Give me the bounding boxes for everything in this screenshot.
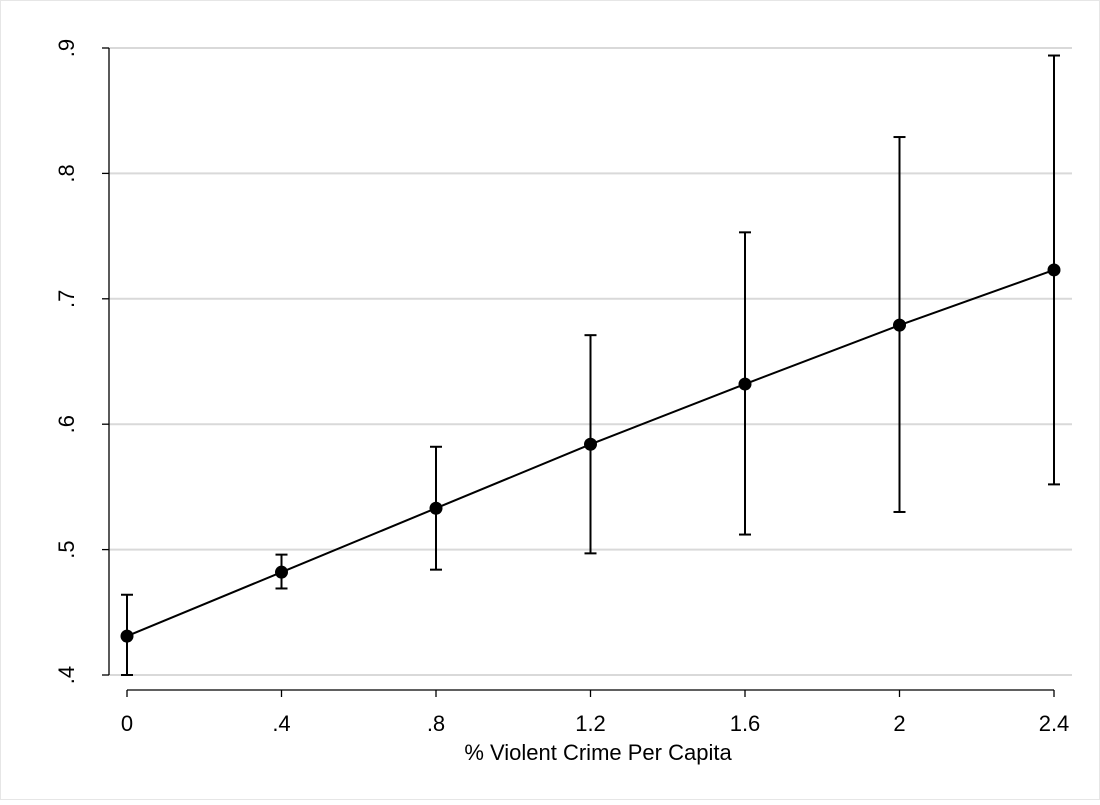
y-tick-label: .9: [54, 39, 79, 57]
data-point: [121, 630, 134, 643]
y-tick-label: .6: [54, 415, 79, 433]
x-tick-label: 1.6: [730, 711, 761, 736]
data-point: [1048, 263, 1061, 276]
x-tick-label: 2.4: [1039, 711, 1070, 736]
x-tick-label: 2: [893, 711, 905, 736]
data-point: [275, 566, 288, 579]
x-tick-label: 1.2: [575, 711, 606, 736]
y-tick-label: .8: [54, 164, 79, 182]
y-tick-label: .4: [54, 666, 79, 684]
data-point: [893, 319, 906, 332]
data-point: [739, 378, 752, 391]
data-point: [584, 438, 597, 451]
x-tick-label: .8: [427, 711, 445, 736]
x-axis-title: % Violent Crime Per Capita: [464, 740, 732, 765]
x-tick-label: .4: [272, 711, 290, 736]
data-point: [430, 502, 443, 515]
x-tick-label: 0: [121, 711, 133, 736]
y-tick-label: .7: [54, 290, 79, 308]
y-tick-label: .5: [54, 540, 79, 558]
